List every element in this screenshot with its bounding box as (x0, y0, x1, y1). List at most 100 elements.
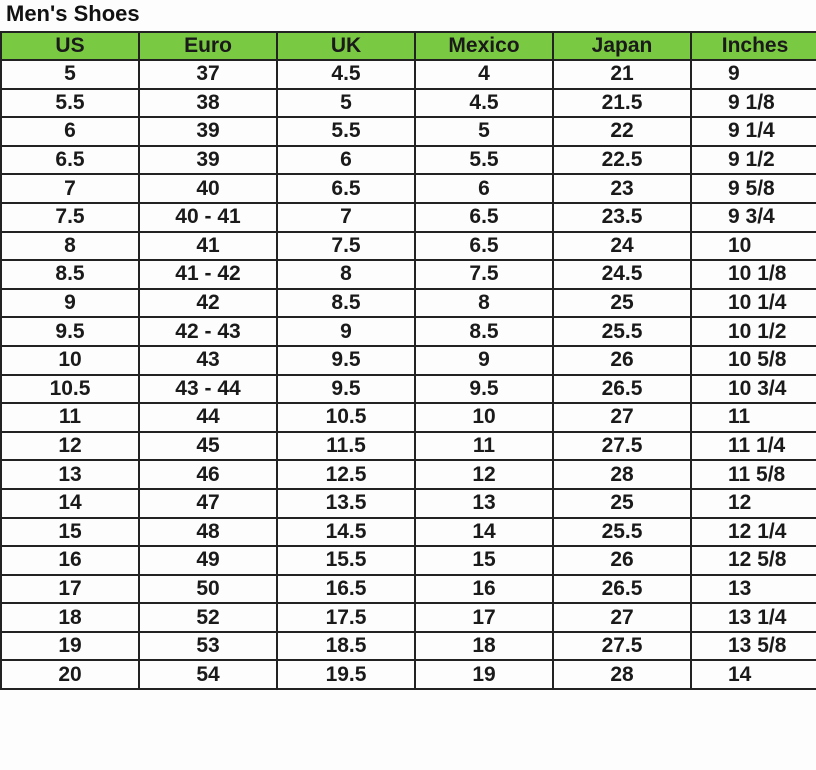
cell-us: 9 (0, 287, 140, 319)
cell-uk: 7 (276, 201, 416, 233)
cell-uk: 17.5 (276, 602, 416, 633)
cell-euro: 47 (138, 487, 278, 519)
cell-inches: 10 (690, 230, 816, 262)
column-header-uk: UK (276, 31, 416, 61)
cell-mexico: 4 (414, 59, 554, 90)
cell-mexico: 10 (414, 402, 554, 433)
table-row: 9 42 8.5 8 25 10 1/4 (0, 287, 816, 319)
cell-japan: 26.5 (552, 373, 692, 405)
cell-inches: 10 1/2 (690, 316, 816, 347)
table-row: 5.5 38 5 4.5 21.5 9 1/8 (0, 87, 816, 119)
cell-uk: 4.5 (276, 59, 416, 90)
cell-mexico: 6.5 (414, 230, 554, 262)
table-row: 9.5 42 - 43 9 8.5 25.5 10 1/2 (0, 316, 816, 347)
cell-inches: 13 1/4 (690, 602, 816, 633)
cell-euro: 50 (138, 573, 278, 605)
cell-inches: 12 5/8 (690, 545, 816, 576)
cell-japan: 21.5 (552, 87, 692, 119)
cell-mexico: 8.5 (414, 316, 554, 347)
cell-japan: 22.5 (552, 144, 692, 176)
table-row: 13 46 12.5 12 28 11 5/8 (0, 459, 816, 490)
cell-mexico: 19 (414, 659, 554, 691)
cell-japan: 26 (552, 344, 692, 376)
cell-uk: 5 (276, 87, 416, 119)
cell-mexico: 13 (414, 487, 554, 519)
cell-mexico: 7.5 (414, 259, 554, 290)
page-title: Men's Shoes (6, 1, 140, 26)
cell-uk: 10.5 (276, 402, 416, 433)
cell-uk: 9.5 (276, 344, 416, 376)
cell-japan: 25.5 (552, 516, 692, 548)
cell-japan: 25.5 (552, 316, 692, 347)
cell-japan: 23 (552, 173, 692, 204)
table-row: 6.5 39 6 5.5 22.5 9 1/2 (0, 144, 816, 176)
table-row: 8.5 41 - 42 8 7.5 24.5 10 1/8 (0, 259, 816, 290)
table-row: 10 43 9.5 9 26 10 5/8 (0, 344, 816, 376)
cell-euro: 43 - 44 (138, 373, 278, 405)
cell-mexico: 8 (414, 287, 554, 319)
column-header-euro: Euro (138, 31, 278, 61)
cell-mexico: 4.5 (414, 87, 554, 119)
cell-mexico: 6.5 (414, 201, 554, 233)
cell-japan: 27 (552, 602, 692, 633)
column-header-japan: Japan (552, 31, 692, 61)
cell-mexico: 12 (414, 459, 554, 490)
cell-uk: 13.5 (276, 487, 416, 519)
cell-inches: 9 5/8 (690, 173, 816, 204)
table-row: 6 39 5.5 5 22 9 1/4 (0, 116, 816, 147)
cell-japan: 27.5 (552, 630, 692, 662)
table-row: 19 53 18.5 18 27.5 13 5/8 (0, 630, 816, 662)
cell-inches: 13 5/8 (690, 630, 816, 662)
cell-uk: 16.5 (276, 573, 416, 605)
cell-inches: 10 5/8 (690, 344, 816, 376)
cell-us: 7.5 (0, 201, 140, 233)
table-row: 7 40 6.5 6 23 9 5/8 (0, 173, 816, 204)
cell-uk: 12.5 (276, 459, 416, 490)
cell-uk: 6 (276, 144, 416, 176)
cell-inches: 10 1/4 (690, 287, 816, 319)
cell-inches: 9 1/8 (690, 87, 816, 119)
cell-inches: 9 3/4 (690, 201, 816, 233)
table-row: 11 44 10.5 10 27 11 (0, 402, 816, 433)
cell-uk: 8 (276, 259, 416, 290)
cell-inches: 9 1/4 (690, 116, 816, 147)
cell-mexico: 5 (414, 116, 554, 147)
cell-us: 10 (0, 344, 140, 376)
cell-inches: 9 1/2 (690, 144, 816, 176)
cell-uk: 7.5 (276, 230, 416, 262)
cell-inches: 12 (690, 487, 816, 519)
cell-us: 10.5 (0, 373, 140, 405)
cell-euro: 42 - 43 (138, 316, 278, 347)
cell-inches: 10 3/4 (690, 373, 816, 405)
cell-japan: 23.5 (552, 201, 692, 233)
cell-japan: 25 (552, 487, 692, 519)
cell-euro: 46 (138, 459, 278, 490)
column-header-mexico: Mexico (414, 31, 554, 61)
cell-euro: 39 (138, 144, 278, 176)
cell-euro: 37 (138, 59, 278, 90)
cell-euro: 40 - 41 (138, 201, 278, 233)
cell-uk: 6.5 (276, 173, 416, 204)
cell-us: 6 (0, 116, 140, 147)
cell-inches: 10 1/8 (690, 259, 816, 290)
cell-euro: 52 (138, 602, 278, 633)
table-row: 8 41 7.5 6.5 24 10 (0, 230, 816, 262)
cell-us: 13 (0, 459, 140, 490)
cell-mexico: 6 (414, 173, 554, 204)
cell-uk: 11.5 (276, 430, 416, 462)
cell-euro: 53 (138, 630, 278, 662)
cell-us: 20 (0, 659, 140, 691)
cell-us: 9.5 (0, 316, 140, 347)
cell-euro: 45 (138, 430, 278, 462)
cell-euro: 42 (138, 287, 278, 319)
table-row: 18 52 17.5 17 27 13 1/4 (0, 602, 816, 633)
cell-us: 11 (0, 402, 140, 433)
cell-uk: 9 (276, 316, 416, 347)
cell-uk: 14.5 (276, 516, 416, 548)
cell-us: 6.5 (0, 144, 140, 176)
table-row: 10.5 43 - 44 9.5 9.5 26.5 10 3/4 (0, 373, 816, 405)
cell-inches: 11 (690, 402, 816, 433)
table-row: 17 50 16.5 16 26.5 13 (0, 573, 816, 605)
column-header-us: US (0, 31, 140, 61)
table-row: 7.5 40 - 41 7 6.5 23.5 9 3/4 (0, 201, 816, 233)
